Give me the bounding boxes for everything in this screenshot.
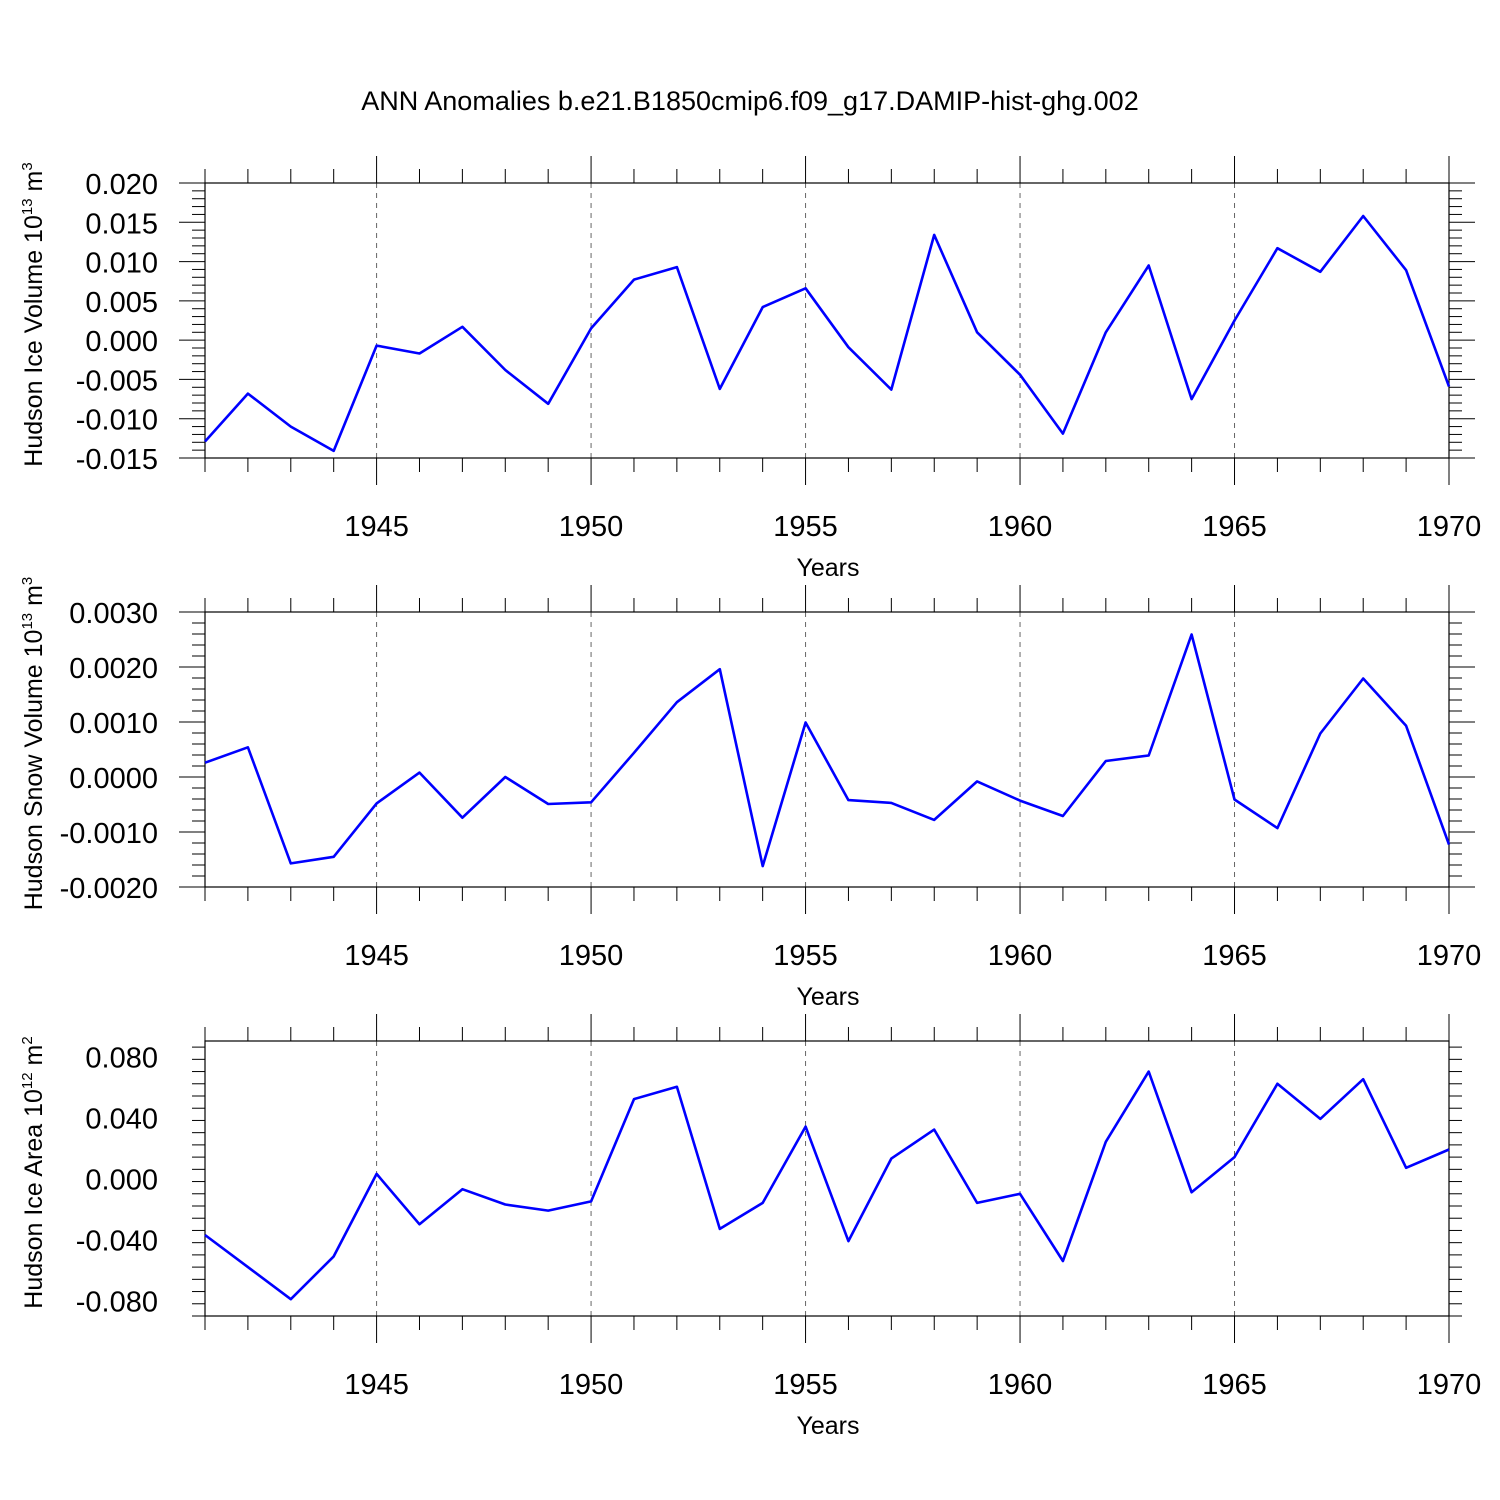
x-tick-label: 1965 [1202, 1369, 1267, 1401]
panel-2: -0.0020 -0.0010 0.0000 0.0010 0.0020 0.0030 19… [19, 577, 1481, 1011]
y-tick-label: 0.010 [85, 248, 158, 280]
x-tick-label: 1945 [344, 511, 409, 543]
y-tick-label: 0.0020 [69, 653, 158, 685]
x-tick-label: 1970 [1417, 1369, 1482, 1401]
x-tick-label: 1960 [988, 511, 1053, 543]
y-axis-label: Hudson Snow Volume 1013 m3 [19, 577, 48, 911]
y-tick-label: -0.015 [76, 444, 158, 476]
panel-1: -0.015 -0.010 -0.005 0.000 0.005 0.010 0.015 0.… [19, 156, 1481, 582]
x-tick-label: 1955 [773, 511, 838, 543]
x-tick-label: 1965 [1202, 940, 1267, 972]
x-tick-label: 1955 [773, 940, 838, 972]
y-tick-label: -0.0010 [60, 818, 158, 850]
plot-frame [204, 611, 1450, 888]
x-tick-label: 1970 [1417, 940, 1482, 972]
x-tick-label: 1950 [559, 511, 624, 543]
y-axis-label: Hudson Ice Area 1012 m2 [19, 1036, 48, 1308]
y-tick-label: 0.000 [85, 326, 158, 358]
series-line [204, 214, 1451, 453]
x-tick-label: 1960 [988, 940, 1053, 972]
y-tick-label: 0.0030 [69, 598, 158, 630]
x-tick-label: 1950 [559, 1369, 624, 1401]
plot-frame [204, 1040, 1450, 1317]
x-axis-label: Years [796, 1412, 859, 1440]
y-tick-label: 0.020 [85, 169, 158, 201]
y-tick-label: -0.040 [76, 1226, 158, 1258]
y-tick-label: 0.080 [85, 1042, 158, 1074]
panel-3: -0.080 -0.040 0.000 0.040 0.080 1945 1950 1955 1… [19, 1014, 1481, 1440]
plot-frame [204, 182, 1450, 459]
x-tick-label: 1945 [344, 1369, 409, 1401]
x-tick-label: 1965 [1202, 511, 1267, 543]
x-axis-label: Years [796, 983, 859, 1011]
x-tick-label: 1960 [988, 1369, 1053, 1401]
y-tick-label: 0.005 [85, 287, 158, 319]
panels: -0.015 -0.010 -0.005 0.000 0.005 0.010 0.015 0.… [19, 156, 1481, 1440]
y-tick-label: -0.010 [76, 405, 158, 437]
y-tick-label: 0.0000 [69, 763, 158, 795]
y-tick-label: -0.080 [76, 1287, 158, 1319]
series-line [204, 1070, 1450, 1301]
chart-title: ANN Anomalies b.e21.B1850cmip6.f09_g17.D… [361, 86, 1138, 116]
y-axis-label: Hudson Ice Volume 1013 m3 [19, 162, 48, 466]
x-tick-label: 1945 [344, 940, 409, 972]
x-tick-label: 1970 [1417, 511, 1482, 543]
y-tick-label: -0.0020 [60, 873, 158, 905]
y-tick-label: 0.0010 [69, 708, 158, 740]
y-tick-label: 0.000 [85, 1165, 158, 1197]
y-tick-label: 0.015 [85, 208, 158, 240]
x-tick-label: 1950 [559, 940, 624, 972]
x-axis-label: Years [796, 554, 859, 582]
x-tick-label: 1955 [773, 1369, 838, 1401]
y-tick-label: 0.040 [85, 1103, 158, 1135]
y-tick-label: -0.005 [76, 365, 158, 397]
series-line [204, 633, 1451, 868]
